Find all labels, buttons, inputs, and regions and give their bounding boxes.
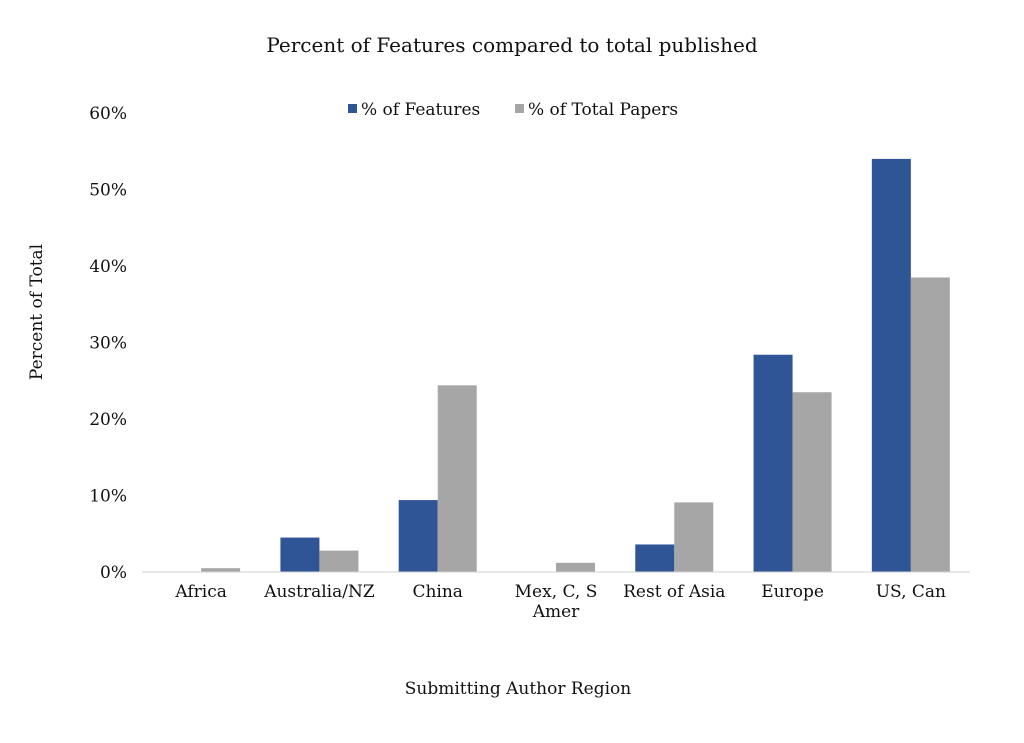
x-tick-label: China	[412, 582, 462, 602]
legend-swatch	[348, 104, 357, 113]
x-tick-label: Mex, C, S Amer	[515, 582, 598, 622]
x-tick-label: Europe	[761, 582, 824, 602]
y-axis-ticks: 0% 10% 20% 30% 40% 50% 60%	[89, 104, 127, 583]
x-axis-ticks: Africa Australia/NZ China Mex, C, S Amer Rest…	[174, 582, 946, 622]
x-tick-label-line: Australia/NZ	[263, 582, 375, 602]
bar-total-papers	[910, 277, 950, 572]
bars	[201, 158, 950, 572]
legend-label: % of Total Papers	[528, 100, 678, 120]
x-tick-label-line: China	[412, 582, 462, 602]
y-tick-label: 30%	[89, 334, 127, 354]
bar-features	[280, 537, 320, 572]
y-tick-label: 20%	[89, 410, 127, 430]
bar-total-papers	[556, 562, 595, 572]
y-tick-label: 10%	[89, 487, 127, 507]
y-tick-label: 0%	[100, 563, 127, 583]
x-tick-label-line: Amer	[532, 602, 580, 622]
legend: % of Features % of Total Papers	[348, 100, 678, 120]
bar-total-papers	[792, 392, 832, 572]
x-tick-label-line: US, Can	[876, 582, 946, 602]
x-tick-label: US, Can	[876, 582, 946, 602]
x-axis-label: Submitting Author Region	[405, 679, 632, 699]
y-tick-label: 50%	[89, 181, 127, 201]
x-tick-label: Rest of Asia	[623, 582, 725, 602]
bar-total-papers	[437, 385, 477, 572]
x-tick-label: Australia/NZ	[263, 582, 375, 602]
x-tick-label-line: Africa	[174, 582, 227, 602]
bar-features	[753, 354, 793, 572]
y-tick-label: 40%	[89, 257, 127, 277]
y-axis-label: Percent of Total	[27, 244, 47, 380]
bar-features	[635, 544, 675, 572]
bar-features	[871, 158, 911, 572]
bar-features	[398, 500, 438, 572]
bar-total-papers	[201, 568, 241, 572]
chart-title: Percent of Features compared to total pu…	[266, 33, 758, 57]
legend-label: % of Features	[361, 100, 480, 120]
x-tick-label: Africa	[174, 582, 227, 602]
bar-total-papers	[319, 550, 359, 572]
bar-total-papers	[674, 502, 714, 572]
x-tick-label-line: Europe	[761, 582, 824, 602]
x-tick-label-line: Rest of Asia	[623, 582, 725, 602]
legend-swatch	[515, 104, 524, 113]
x-tick-label-line: Mex, C, S	[515, 582, 598, 602]
y-tick-label: 60%	[89, 104, 127, 124]
